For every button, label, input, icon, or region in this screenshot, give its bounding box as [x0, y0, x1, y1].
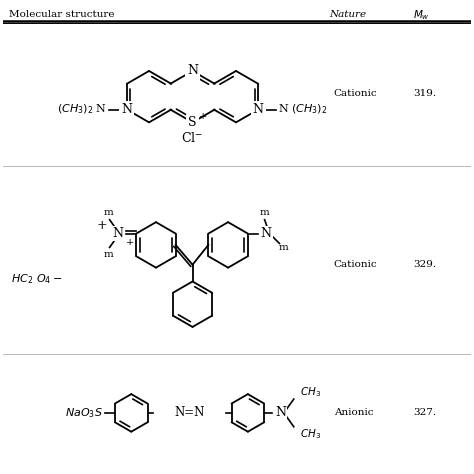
- Text: N: N: [253, 103, 264, 116]
- Text: $NaO_3S$: $NaO_3S$: [65, 406, 103, 420]
- Text: Cationic: Cationic: [334, 260, 377, 269]
- Text: 319.: 319.: [413, 89, 436, 98]
- Text: N: N: [112, 227, 123, 240]
- Text: 329.: 329.: [413, 260, 436, 269]
- Text: S: S: [188, 116, 197, 129]
- Text: 327.: 327.: [413, 409, 436, 418]
- Text: m: m: [279, 243, 288, 252]
- Text: $CH_3$: $CH_3$: [300, 427, 321, 440]
- Text: Cationic: Cationic: [334, 89, 377, 98]
- Text: m: m: [260, 208, 269, 217]
- Text: Anionic: Anionic: [334, 409, 374, 418]
- Text: $HC_2\ O_4-$: $HC_2\ O_4-$: [11, 273, 62, 286]
- Text: Nature: Nature: [329, 10, 366, 19]
- Text: +: +: [96, 219, 107, 232]
- Text: N: N: [275, 406, 286, 419]
- Text: +: +: [126, 238, 135, 247]
- Text: $(CH_3)_2$ N: $(CH_3)_2$ N: [57, 103, 107, 116]
- Text: $M_w$: $M_w$: [413, 8, 430, 21]
- Text: $CH_3$: $CH_3$: [300, 385, 321, 399]
- Text: N: N: [187, 64, 198, 77]
- Text: +: +: [199, 112, 208, 121]
- Text: N: N: [121, 103, 132, 116]
- Text: Molecular structure: Molecular structure: [9, 10, 114, 19]
- Text: m: m: [104, 208, 113, 217]
- Text: Cl$^{-}$: Cl$^{-}$: [182, 131, 203, 145]
- Text: N $(CH_3)_2$: N $(CH_3)_2$: [278, 103, 328, 116]
- Text: N: N: [261, 227, 272, 240]
- Text: m: m: [104, 250, 113, 259]
- Text: N=N: N=N: [174, 406, 205, 419]
